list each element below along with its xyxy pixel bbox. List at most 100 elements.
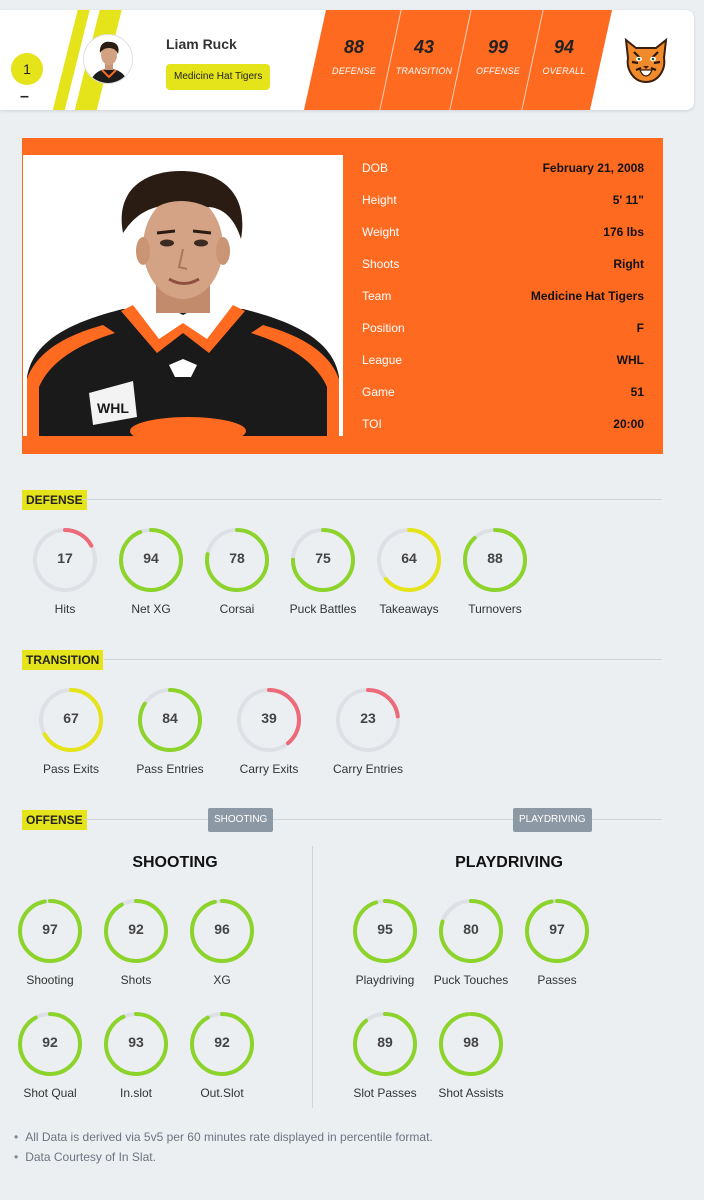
percentile-ring [104,1012,168,1076]
stat-label: Hits [54,602,76,616]
playdriving-toggle-button[interactable]: PLAYDRIVING [513,808,592,832]
section-title: TRANSITION [22,650,104,670]
info-row-league: League WHL [362,344,644,376]
ring-arc [18,899,82,963]
stat-in-slot: 93 In.slot [90,1011,182,1111]
info-key: Weight [362,225,400,239]
stat-label: Turnovers [468,602,522,616]
section-divider [82,499,662,500]
stat-value: 39 [261,710,277,726]
stat-label: Pass Exits [42,762,99,776]
stat-shooting: 97 Shooting [4,898,96,998]
percentile-ring [119,528,183,592]
ring-arc [138,688,202,752]
info-value: 51 [630,385,644,399]
stat-value: 78 [229,550,245,566]
stat-label: Out.Slot [200,1086,244,1100]
stat-hits: 17 Hits [19,527,111,627]
stat-value: 96 [214,921,230,937]
percentile-ring [205,528,269,592]
stat-shots: 92 Shots [90,898,182,998]
stat-corsai: 78 Corsai [191,527,283,627]
ring-arc [190,1012,254,1076]
rating-value: 99 [487,37,509,57]
stat-pass-entries: 84 Pass Entries [124,687,216,787]
shooting-toggle-button[interactable]: SHOOTING [208,808,274,832]
stat-value: 88 [487,550,503,566]
shooting-column-title: SHOOTING [132,854,218,871]
stat-shot-assists: 98 Shot Assists [425,1011,517,1111]
info-value: 176 lbs [603,225,644,239]
percentile-ring [190,899,254,963]
playdriving-column-title: PLAYDRIVING [455,854,563,871]
stat-label: Slot Passes [353,1086,417,1100]
footnote: All Data is derived via 5v5 per 60 minut… [14,1130,433,1144]
stat-out-slot: 92 Out.Slot [176,1011,268,1111]
stat-puck-touches: 80 Puck Touches [425,898,517,998]
percentile-ring [33,528,97,592]
info-value: February 21, 2008 [542,161,644,175]
rating-label: OVERALL [542,66,586,76]
info-row-dob: DOB February 21, 2008 [362,152,644,184]
percentile-ring [190,1012,254,1076]
stat-label: Puck Battles [289,602,357,616]
stat-label: Takeaways [379,602,439,616]
stat-label: Puck Touches [433,973,509,987]
stat-value: 17 [57,550,73,566]
ratings-panel: 88 DEFENSE 43 TRANSITION 99 OFFENSE 94 O… [304,10,612,110]
rating-label: DEFENSE [332,66,376,76]
player-header: 1 – Liam Ruck Medicine Hat Tigers 88 DEF… [0,10,694,110]
rating-transition: 43 TRANSITION [389,10,459,110]
stat-label: Carry Entries [332,762,403,776]
ring-arc [104,899,168,963]
info-key: Team [362,289,392,303]
rating-label: OFFENSE [476,66,520,76]
profile-card: WHL DOB February 21, 2008 Height 5' 11" … [22,138,663,454]
stat-value: 92 [214,1034,230,1050]
stat-label: XG [213,973,231,987]
ring-arc [18,1012,82,1076]
stat-value: 97 [549,921,565,937]
info-key: Position [362,321,405,335]
stat-pass-exits: 67 Pass Exits [25,687,117,787]
stat-label: Shot Assists [438,1086,504,1100]
percentile-ring [104,899,168,963]
stat-label: Corsai [219,602,255,616]
ring-arc [377,528,441,592]
rating-value: 88 [343,37,365,57]
stat-value: 94 [143,550,159,566]
ring-arc [39,688,103,752]
stat-value: 93 [128,1034,144,1050]
ring-arc [439,899,503,963]
info-key: TOI [362,417,382,431]
stat-value: 98 [463,1034,479,1050]
info-row-shoots: Shoots Right [362,248,644,280]
rating-offense: 99 OFFENSE [463,10,533,110]
stat-label: Pass Entries [136,762,204,776]
ring-arc [205,528,269,592]
ring-arc [463,528,527,592]
rank-change: – [20,88,29,105]
ring-arc [291,528,355,592]
section-divider [104,659,662,660]
stat-value: 23 [360,710,376,726]
percentile-ring [18,1012,82,1076]
avatar [83,34,133,84]
info-row-height: Height 5' 11" [362,184,644,216]
info-key: Shoots [362,257,400,271]
info-row-toi: TOI 20:00 [362,408,644,440]
stat-playdriving: 95 Playdriving [339,898,431,998]
info-value: WHL [616,353,644,367]
stat-xg: 96 XG [176,898,268,998]
rating-value: 94 [553,37,575,57]
stat-label: Net XG [131,602,171,616]
stat-label: Playdriving [355,973,415,987]
ring-arc [33,528,97,592]
info-row-position: Position F [362,312,644,344]
team-badge[interactable]: Medicine Hat Tigers [166,64,271,90]
stat-takeaways: 64 Takeaways [363,527,455,627]
ring-arc [336,688,400,752]
footnote: Data Courtesy of In Slat. [14,1150,433,1164]
section-divider [84,819,662,820]
info-value: 20:00 [613,417,644,431]
